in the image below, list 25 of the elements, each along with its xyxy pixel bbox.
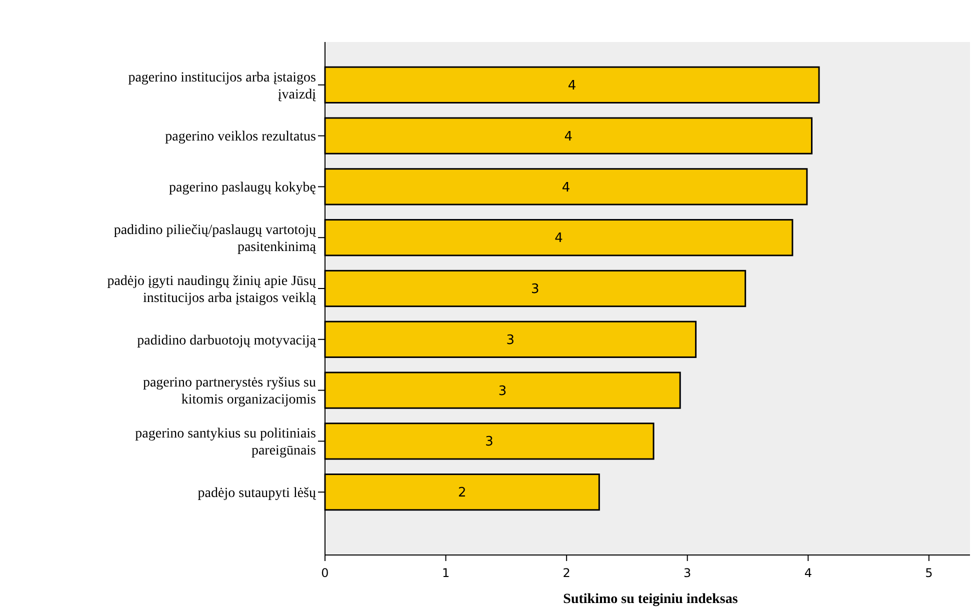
y-tick-label: pagerino partnerystės ryšius su kitomis organizacijomis [142, 376, 316, 408]
x-tick-label: 4 [804, 566, 812, 580]
y-tick-label: padidino piliečių/paslaugų vartotojų pasitenkinimą [114, 223, 317, 255]
data-label: 3 [485, 434, 494, 450]
y-tick-label: pagerino paslaugų kokybę [169, 180, 316, 196]
x-tick-label: 0 [321, 566, 329, 580]
data-label: 4 [564, 129, 573, 144]
data-label: 2 [458, 486, 466, 501]
y-tick-label: pagerino institucijos arba įstaigos įvaizdį [128, 70, 316, 102]
y-tick-label: padėjo įgyti naudingų žinių apie Jūsų institucijos arba įstaigos veiklą [107, 274, 317, 306]
data-label: 3 [498, 384, 507, 399]
y-tick-label: pagerino santykius su politiniais pareigūnais [135, 426, 316, 459]
data-label: 4 [554, 231, 563, 246]
data-label: 4 [568, 78, 576, 94]
x-tick-label: 3 [684, 566, 692, 580]
y-tick-label: padidino darbuotojų motyvaciją [137, 333, 317, 348]
data-label: 3 [531, 282, 540, 298]
x-tick-label: 5 [925, 566, 933, 580]
data-label: 4 [562, 180, 570, 196]
y-tick-label: padėjo sutaupyti lėšų [198, 486, 316, 501]
x-tick-label: 2 [562, 566, 570, 580]
x-axis-title: Sutikimo su teiginiu indeksas [563, 592, 738, 607]
y-tick-label: pagerino veiklos rezultatus [165, 130, 316, 145]
x-tick-label: 1 [442, 566, 450, 580]
data-label: 3 [506, 332, 515, 348]
